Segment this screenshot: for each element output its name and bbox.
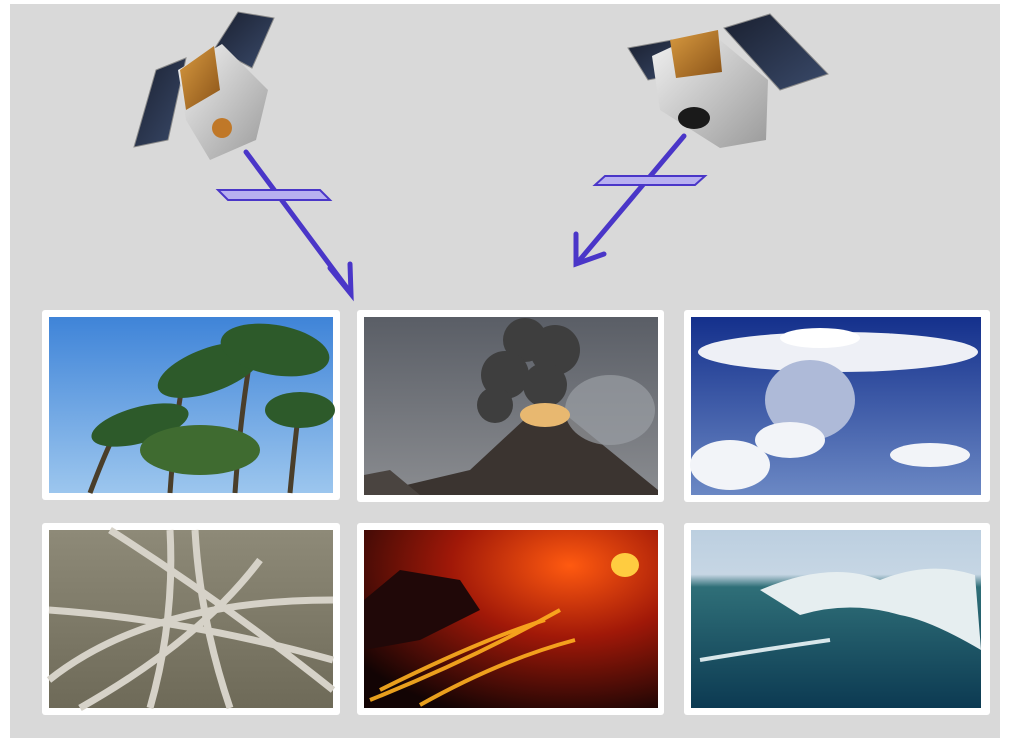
frond	[140, 425, 260, 475]
satellite-lens	[212, 118, 232, 138]
plume-puff	[523, 363, 567, 407]
photo-bg	[49, 530, 333, 708]
smoke	[565, 375, 655, 445]
signal-block	[218, 190, 330, 200]
diagram	[0, 0, 1010, 738]
page: (() => { const data = JSON.parse(documen…	[0, 0, 1010, 738]
photo-lava	[364, 530, 658, 708]
photo-highway	[49, 530, 333, 708]
cloud	[690, 440, 770, 490]
eruption	[611, 553, 639, 577]
cloud	[890, 443, 970, 467]
photo-wave	[691, 530, 981, 708]
satellite-lens	[678, 107, 710, 129]
photo-storm-palms	[49, 316, 335, 493]
plume-puff	[477, 387, 513, 423]
photo-cloud	[690, 317, 981, 495]
signal-block	[595, 176, 705, 185]
anvil-top	[780, 328, 860, 348]
photo-volcano	[364, 317, 658, 495]
glow	[520, 403, 570, 427]
frond	[265, 392, 335, 428]
cloud	[755, 422, 825, 458]
